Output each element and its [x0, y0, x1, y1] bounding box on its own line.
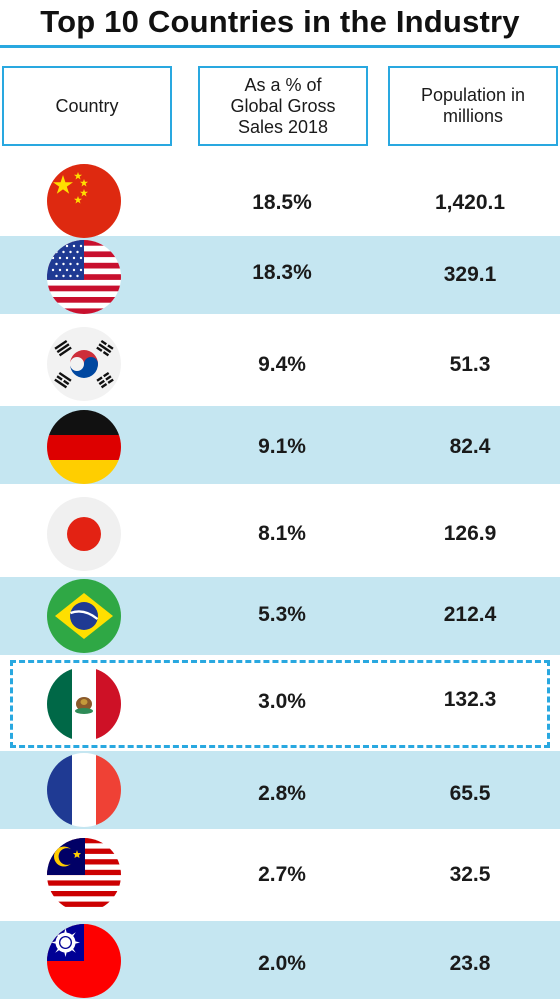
population-value: 32.5 — [449, 863, 491, 886]
share-value: 2.0% — [258, 952, 306, 975]
title-divider — [0, 45, 560, 48]
usa-flag-icon — [47, 240, 121, 314]
population-value: 329.1 — [443, 263, 497, 286]
population-value: 1,420.1 — [434, 191, 506, 214]
header-population-label: Population in millions — [420, 85, 526, 126]
population-value: 126.9 — [443, 522, 497, 545]
population-value: 212.4 — [443, 603, 497, 626]
japan-flag-icon — [47, 497, 121, 571]
mexico-flag-icon — [47, 667, 121, 741]
south-korea-flag-icon — [47, 327, 121, 401]
header-share-label: As a % of Global Gross Sales 2018 — [230, 74, 336, 137]
page-title: Top 10 Countries in the Industry — [40, 4, 520, 39]
population-value: 51.3 — [449, 353, 491, 376]
header-country-label: Country — [55, 95, 119, 116]
share-value: 2.8% — [258, 782, 306, 805]
header-share: As a % of Global Gross Sales 2018 — [198, 66, 368, 146]
population-value: 23.8 — [449, 952, 491, 975]
brazil-flag-icon — [47, 579, 121, 653]
share-value: 3.0% — [258, 690, 306, 713]
share-value: 8.1% — [258, 522, 306, 545]
population-value: 132.3 — [443, 688, 497, 711]
malaysia-flag-icon — [47, 838, 121, 912]
share-value: 2.7% — [258, 863, 306, 886]
share-value: 9.1% — [258, 435, 306, 458]
france-flag-icon — [47, 753, 121, 827]
header-country: Country — [2, 66, 172, 146]
share-value: 9.4% — [258, 353, 306, 376]
population-value: 82.4 — [449, 435, 491, 458]
share-value: 18.3% — [252, 261, 312, 284]
share-value: 5.3% — [258, 603, 306, 626]
taiwan-flag-icon — [47, 924, 121, 998]
population-value: 65.5 — [449, 782, 491, 805]
highlight-box — [10, 660, 550, 748]
china-flag-icon — [47, 164, 121, 238]
share-value: 18.5% — [252, 191, 312, 214]
header-population: Population in millions — [388, 66, 558, 146]
germany-flag-icon — [47, 410, 121, 484]
